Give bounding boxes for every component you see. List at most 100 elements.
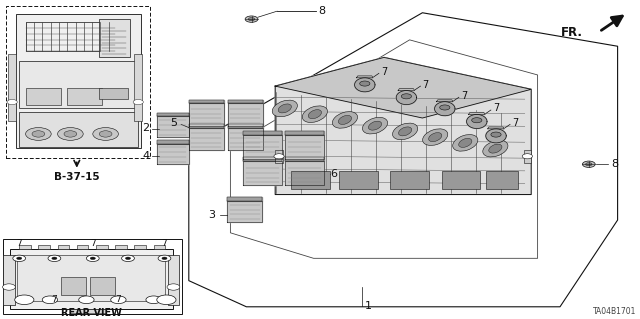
Bar [99,88,128,99]
Circle shape [167,284,180,290]
Bar [6,6,150,158]
Circle shape [79,296,94,304]
Circle shape [586,163,592,166]
Ellipse shape [392,123,418,140]
Circle shape [15,295,34,305]
Polygon shape [486,129,506,143]
Bar [8,54,16,121]
Circle shape [146,296,161,304]
Bar [77,245,88,249]
Ellipse shape [452,135,478,151]
Circle shape [522,154,532,159]
Polygon shape [189,124,224,128]
Bar [134,245,146,249]
Ellipse shape [483,140,508,157]
Circle shape [274,154,284,159]
Circle shape [122,255,134,262]
Polygon shape [285,135,324,159]
Bar [291,171,330,189]
Bar [10,249,173,309]
Polygon shape [243,161,282,185]
Text: 1: 1 [365,301,371,311]
Circle shape [3,284,15,290]
Text: 7: 7 [422,79,429,90]
Text: 5: 5 [171,118,177,128]
Bar [486,171,518,189]
Circle shape [158,255,171,262]
Polygon shape [275,57,531,195]
Text: 7: 7 [52,295,57,304]
Polygon shape [189,128,224,150]
Text: 3: 3 [208,210,214,220]
Bar [90,278,115,295]
Bar [3,239,182,314]
Polygon shape [189,103,224,126]
Bar [70,309,106,313]
Bar [58,245,69,249]
Ellipse shape [339,115,351,124]
Bar [19,61,138,108]
Ellipse shape [399,127,412,136]
Ellipse shape [459,138,472,147]
Bar [339,171,378,189]
Bar [96,245,108,249]
Ellipse shape [272,100,298,117]
Polygon shape [189,100,224,103]
Circle shape [440,105,450,110]
Circle shape [360,81,370,86]
Circle shape [64,131,77,137]
Polygon shape [467,115,487,129]
Polygon shape [157,144,189,164]
Ellipse shape [332,112,358,128]
Circle shape [491,132,501,137]
Text: 7: 7 [116,295,121,304]
Polygon shape [243,135,282,159]
Circle shape [125,257,131,260]
Polygon shape [468,113,485,115]
Circle shape [52,257,57,260]
Ellipse shape [362,117,388,134]
Text: 7: 7 [90,239,95,248]
Polygon shape [228,103,263,126]
Circle shape [48,255,61,262]
Text: 7: 7 [162,239,167,248]
Circle shape [90,257,95,260]
Bar [17,255,165,301]
Bar [61,278,86,295]
Ellipse shape [489,144,502,153]
Polygon shape [157,116,189,137]
Ellipse shape [308,110,321,119]
Ellipse shape [429,133,442,142]
Bar [168,255,179,305]
Circle shape [58,128,83,140]
Polygon shape [488,127,504,129]
Circle shape [157,295,176,305]
Circle shape [472,118,482,123]
Circle shape [401,94,412,99]
Bar [38,245,50,249]
Text: 8: 8 [318,6,326,16]
Text: 7: 7 [461,91,467,101]
Ellipse shape [302,106,328,122]
Bar [524,150,531,163]
Circle shape [93,128,118,140]
Bar [67,88,102,105]
Bar [442,171,480,189]
Bar [16,14,141,148]
Polygon shape [228,124,263,128]
Bar [3,255,15,305]
Circle shape [17,257,22,260]
Circle shape [42,296,58,304]
Bar [19,245,31,249]
Polygon shape [227,201,262,222]
Polygon shape [157,113,189,116]
Circle shape [111,296,126,304]
Polygon shape [228,128,263,150]
Circle shape [245,16,258,22]
Ellipse shape [422,129,448,145]
Polygon shape [355,78,375,92]
Bar [26,88,61,105]
Polygon shape [285,157,324,161]
Polygon shape [285,161,324,185]
Text: 8: 8 [611,159,618,169]
